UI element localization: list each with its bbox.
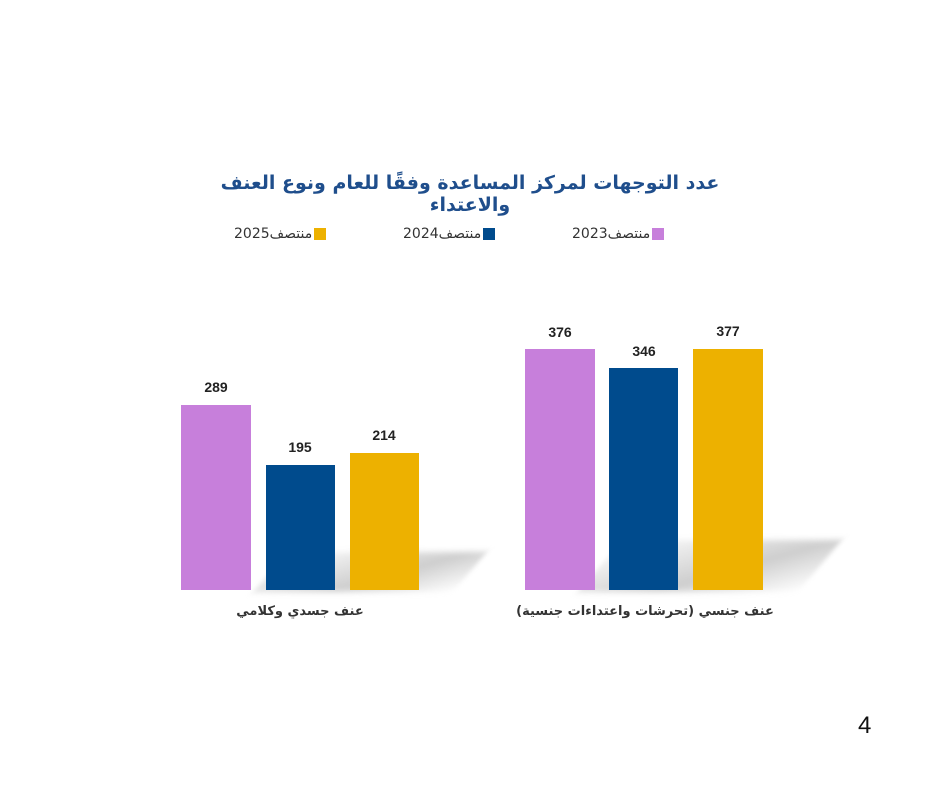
page-number: 4 <box>858 712 872 739</box>
legend-swatch-icon <box>314 228 327 240</box>
category-label-sexual: عنف جنسي (تحرشات واعتداءات جنسية) <box>516 604 774 619</box>
bar-physical-2023 <box>181 405 251 590</box>
legend-item-2023: منتصف2023 <box>572 226 665 242</box>
legend-label: منتصف2023 <box>572 226 651 242</box>
legend-swatch-icon <box>652 228 665 240</box>
value-label: 214 <box>372 427 396 443</box>
chart-legend: منتصف2023 منتصف2024 منتصف2025 <box>220 226 700 246</box>
value-label: 377 <box>716 323 740 339</box>
bar-sexual-2024 <box>609 368 678 590</box>
bar-sexual-2025 <box>693 349 763 590</box>
value-label: 346 <box>632 343 656 359</box>
value-label: 195 <box>288 439 312 455</box>
bar-sexual-2023 <box>525 349 595 590</box>
value-label: 289 <box>204 379 228 395</box>
category-label-physical: عنف جسدي وكلامي <box>236 604 364 619</box>
bar-physical-2024 <box>266 465 335 590</box>
bar-physical-2025 <box>350 453 419 590</box>
legend-item-2024: منتصف2024 <box>403 226 496 242</box>
legend-swatch-icon <box>483 228 496 240</box>
legend-label: منتصف2024 <box>403 226 482 242</box>
value-label: 376 <box>548 324 572 340</box>
chart-title: عدد التوجهات لمركز المساعدة وفقًا للعام … <box>220 172 720 216</box>
legend-item-2025: منتصف2025 <box>234 226 327 242</box>
legend-label: منتصف2025 <box>234 226 313 242</box>
